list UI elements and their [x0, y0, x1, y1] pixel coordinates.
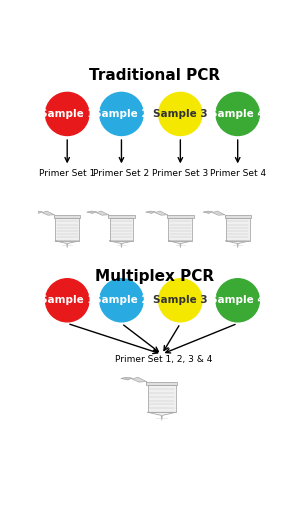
Polygon shape [169, 241, 192, 247]
Text: Sample 4: Sample 4 [210, 109, 265, 119]
Text: Sample 2: Sample 2 [94, 109, 149, 119]
Polygon shape [148, 412, 176, 420]
Circle shape [216, 279, 259, 322]
Polygon shape [148, 386, 176, 412]
Polygon shape [155, 211, 167, 215]
Polygon shape [42, 211, 54, 215]
Polygon shape [132, 377, 146, 382]
Text: Primer Set 1, 2, 3 & 4: Primer Set 1, 2, 3 & 4 [115, 355, 212, 364]
Circle shape [100, 93, 143, 136]
Text: Sample 1: Sample 1 [40, 109, 95, 119]
Circle shape [46, 93, 89, 136]
Text: Primer Set 1: Primer Set 1 [39, 169, 95, 178]
Circle shape [216, 93, 259, 136]
Circle shape [46, 279, 89, 322]
Text: Multiplex PCR: Multiplex PCR [95, 269, 214, 285]
Polygon shape [110, 218, 133, 241]
Polygon shape [212, 211, 224, 215]
Text: Sample 1: Sample 1 [40, 295, 95, 305]
Text: Primer Set 4: Primer Set 4 [210, 169, 266, 178]
Polygon shape [146, 381, 177, 386]
Circle shape [159, 279, 202, 322]
Polygon shape [203, 211, 212, 214]
Circle shape [159, 93, 202, 136]
Text: Primer Set 3: Primer Set 3 [152, 169, 208, 178]
Polygon shape [87, 211, 96, 214]
Polygon shape [108, 215, 135, 218]
Polygon shape [167, 215, 194, 218]
Polygon shape [54, 215, 80, 218]
Polygon shape [55, 241, 79, 247]
Text: Traditional PCR: Traditional PCR [89, 68, 220, 83]
Text: Sample 4: Sample 4 [210, 295, 265, 305]
Text: Sample 3: Sample 3 [153, 109, 208, 119]
Circle shape [100, 279, 143, 322]
Polygon shape [96, 211, 108, 215]
Polygon shape [110, 241, 133, 247]
Polygon shape [224, 215, 251, 218]
Polygon shape [146, 211, 155, 214]
Polygon shape [169, 218, 192, 241]
Text: Sample 2: Sample 2 [94, 295, 149, 305]
Polygon shape [226, 241, 249, 247]
Text: Sample 3: Sample 3 [153, 295, 208, 305]
Text: Primer Set 2: Primer Set 2 [93, 169, 149, 178]
Polygon shape [32, 211, 42, 214]
Polygon shape [121, 377, 132, 380]
Polygon shape [226, 218, 249, 241]
Polygon shape [55, 218, 79, 241]
